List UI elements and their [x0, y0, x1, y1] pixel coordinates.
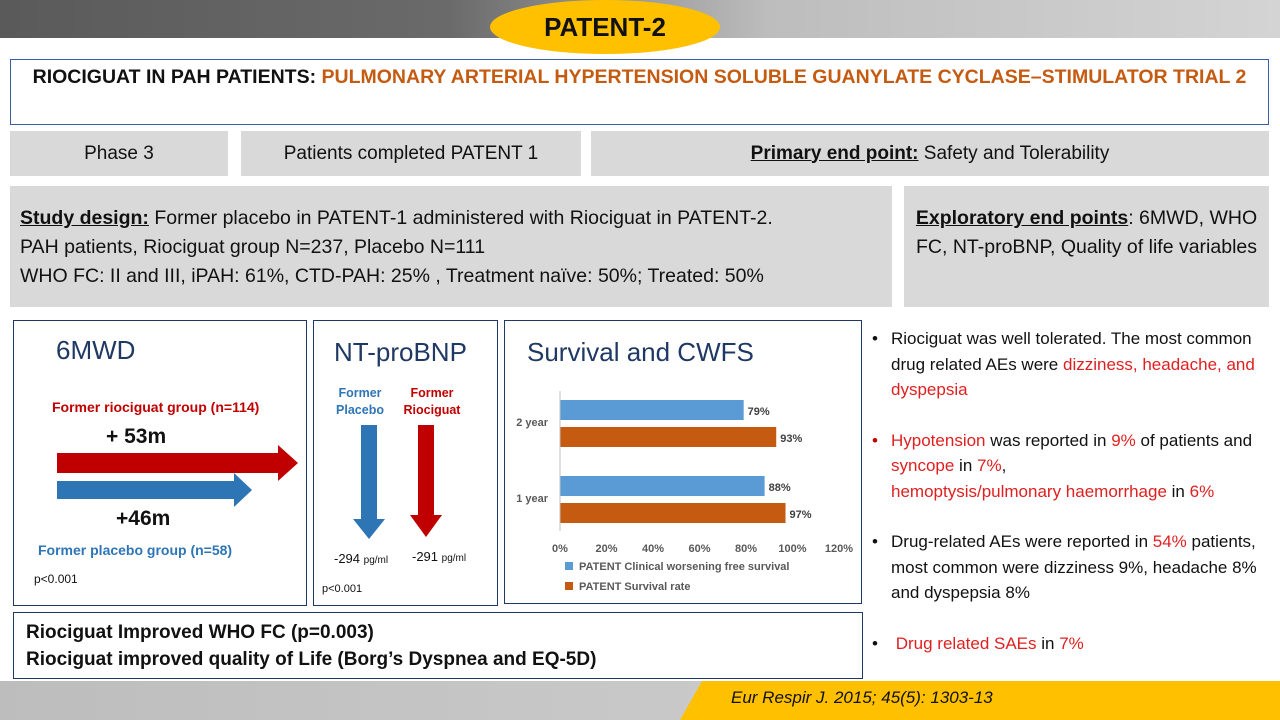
legend-swatch	[565, 562, 573, 570]
placebo-group-value: +46m	[116, 507, 171, 530]
study-label: Study design:	[20, 207, 149, 229]
trial-badge: PATENT-2	[490, 0, 720, 54]
legend-entry: PATENT Clinical worsening free survival	[579, 561, 789, 573]
ntprobnp-pvalue: p<0.001	[322, 583, 363, 595]
category-label: 2 year	[516, 417, 549, 429]
bullet-saes: Drug related SAEs in 7%	[868, 631, 1273, 657]
legend-swatch	[565, 582, 573, 590]
survival-chart: 2 year 79% 93% 1 year 88% 97% 0% 20% 40% 60% 80% 10…	[516, 391, 853, 593]
bar	[560, 427, 777, 447]
former-riociguat-label: Former Riociguat	[403, 386, 461, 417]
survival-panel: Survival and CWFS 2 year 79% 93% 1 year 88% 9…	[504, 320, 862, 604]
data-label: 88%	[769, 482, 791, 494]
tick-label: 60%	[688, 543, 710, 555]
placebo-down-arrow	[353, 425, 385, 539]
bar	[560, 476, 765, 496]
legend-entry: PATENT Survival rate	[579, 581, 690, 593]
primary-label: Primary end point:	[750, 142, 919, 164]
tick-label: 80%	[735, 543, 757, 555]
safety-bullets: Riociguat was well tolerated. The most c…	[868, 326, 1273, 681]
exploratory-value: : 6MWD, WHO FC, NT-proBNP, Quality of li…	[915, 207, 1258, 258]
placebo-arrow	[57, 473, 252, 507]
primary-value: Safety and Tolerability	[918, 142, 1110, 164]
tick-label: 100%	[778, 543, 806, 555]
bullet-tolerability: Riociguat was well tolerated. The most c…	[868, 326, 1273, 403]
study-design-box: Study design: Former placebo in PATENT-1…	[10, 186, 892, 307]
tick-label: 20%	[595, 543, 617, 555]
study-line2: PAH patients, Riociguat group N=237, Pla…	[20, 236, 486, 258]
riociguat-group-value: + 53m	[106, 425, 167, 448]
bar	[560, 400, 744, 420]
tick-label: 40%	[642, 543, 664, 555]
survival-title: Survival and CWFS	[527, 337, 754, 367]
ntprobnp-title: NT-proBNP	[334, 337, 467, 367]
sixmwd-panel: 6MWD Former riociguat group (n=114) + 53…	[13, 320, 307, 606]
placebo-bnp-value: -294 pg/ml	[334, 551, 389, 566]
patients-text: Patients completed PATENT 1	[283, 142, 539, 164]
riociguat-down-arrow	[410, 425, 442, 537]
tick-label: 0%	[552, 543, 568, 555]
title-orange: PULMONARY ARTERIAL HYPERTENSION SOLUBLE …	[321, 66, 1247, 88]
phase-text: Phase 3	[84, 142, 154, 164]
title-black: RIOCIGUAT IN PAH PATIENTS:	[32, 66, 322, 88]
conclusion-line1: Riociguat Improved WHO FC (p=0.003)	[26, 622, 374, 643]
bullet-hypotension: Hypotension was reported in 9% of patien…	[868, 428, 1273, 505]
exploratory-label: Exploratory end points	[915, 207, 1129, 229]
study-line1: Former placebo in PATENT-1 administered …	[148, 207, 773, 229]
riociguat-arrow	[57, 445, 298, 481]
data-label: 97%	[790, 509, 812, 521]
sixmwd-pvalue: p<0.001	[34, 572, 78, 586]
former-placebo-label: Former Placebo	[336, 386, 384, 417]
phase-box: Phase 3	[10, 131, 228, 176]
citation: Eur Respir J. 2015; 45(5): 1303-13	[731, 688, 993, 707]
riociguat-bnp-value: -291 pg/ml	[412, 549, 467, 564]
slide-title: RIOCIGUAT IN PAH PATIENTS: PULMONARY ART…	[10, 59, 1269, 125]
exploratory-box: Exploratory end points: 6MWD, WHO FC, NT…	[904, 186, 1269, 307]
sixmwd-title: 6MWD	[56, 335, 136, 365]
category-label: 1 year	[516, 493, 549, 505]
riociguat-group-label: Former riociguat group (n=114)	[52, 399, 260, 415]
ntprobnp-arrows	[353, 425, 442, 539]
bottom-bar: Eur Respir J. 2015; 45(5): 1303-13	[0, 681, 1280, 720]
conclusion-line2: Riociguat improved quality of Life (Borg…	[26, 649, 597, 670]
sixmwd-arrows	[57, 445, 298, 507]
data-label: 79%	[748, 406, 770, 418]
data-label: 93%	[780, 433, 802, 445]
top-bar: PATENT-2	[0, 0, 1280, 54]
bar	[560, 503, 786, 523]
placebo-group-label: Former placebo group (n=58)	[38, 542, 233, 558]
study-line3: WHO FC: II and III, iPAH: 61%, CTD-PAH: …	[20, 265, 764, 287]
bullet-drug-related-aes: Drug-related AEs were reported in 54% pa…	[868, 529, 1273, 606]
patients-box: Patients completed PATENT 1	[241, 131, 581, 176]
conclusion-box: Riociguat Improved WHO FC (p=0.003) Rioc…	[13, 612, 863, 679]
tick-label: 120%	[825, 543, 853, 555]
ntprobnp-panel: NT-proBNP Former Placebo Former Riociguat …	[313, 320, 498, 606]
citation-band	[680, 681, 1280, 720]
primary-endpoint-box: Primary end point: Safety and Tolerabili…	[591, 131, 1269, 176]
